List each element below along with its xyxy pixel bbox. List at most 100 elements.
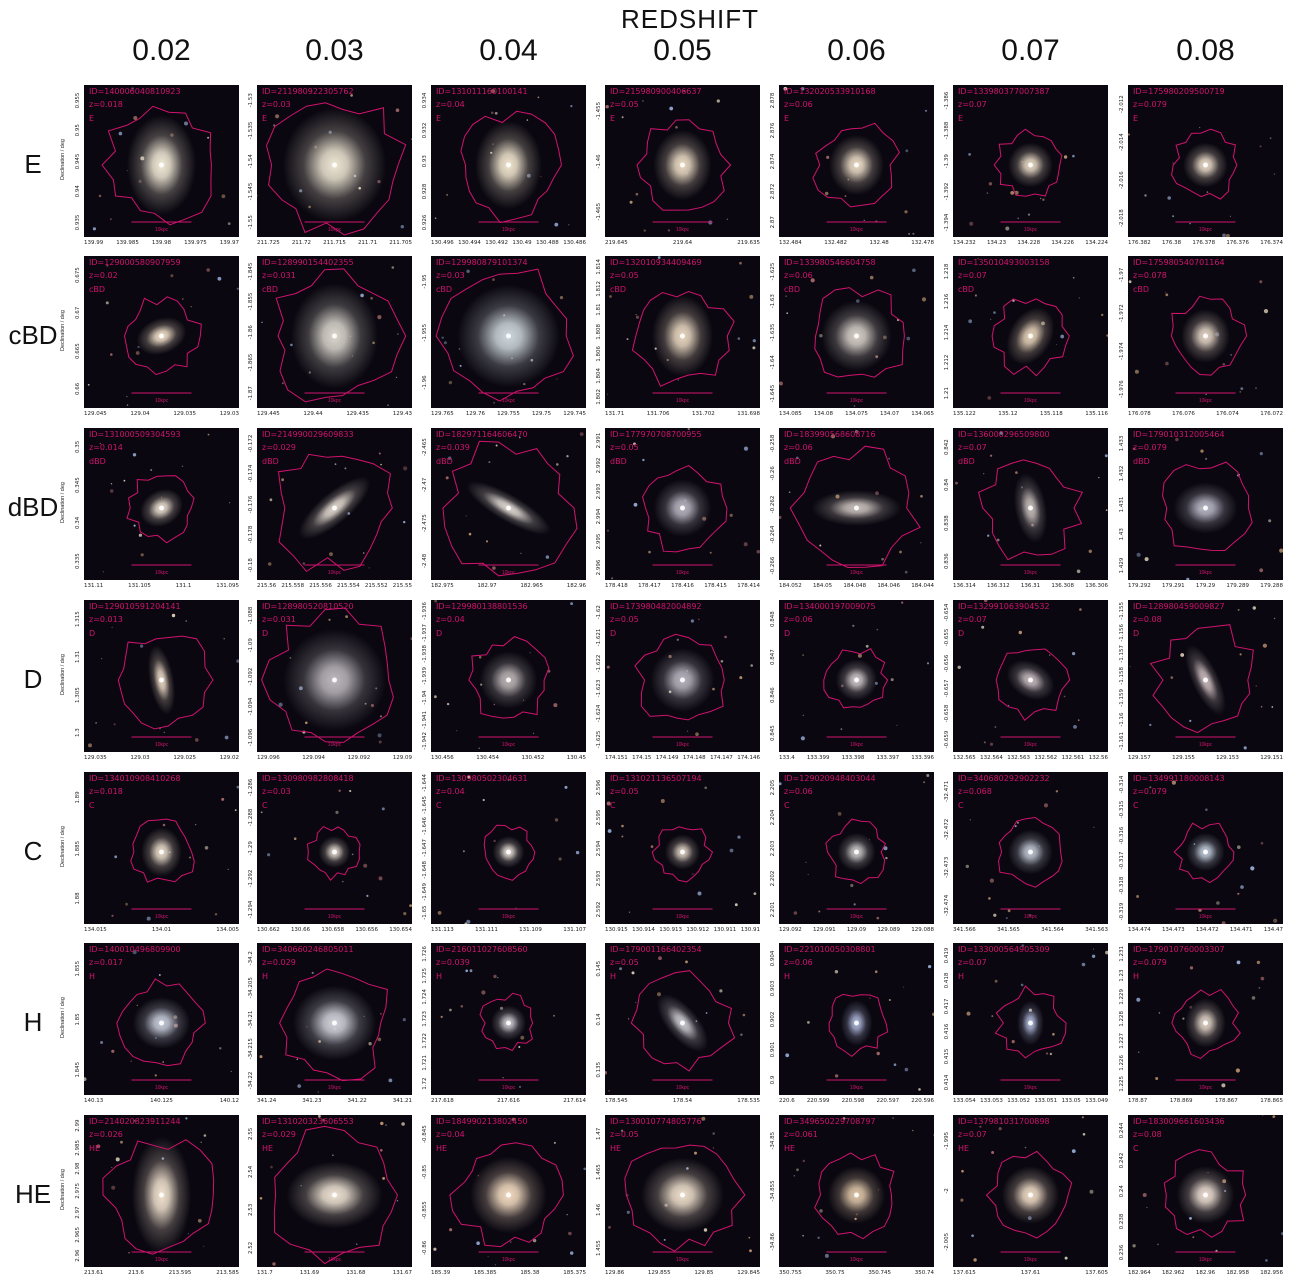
star (481, 990, 486, 995)
x-tick-label: 136.312 (986, 583, 1010, 589)
star (221, 194, 226, 199)
y-tick-label: -0.85 (422, 1164, 428, 1180)
star (1082, 1133, 1086, 1136)
y-tick-label: -2.005 (944, 1232, 950, 1251)
class-label: C (784, 801, 790, 810)
star (181, 465, 184, 467)
x-tick-label: 133.051 (1034, 1098, 1058, 1104)
y-axis-ticks: -1.286 -1.288 -1.29 -1.292 -1.294 (248, 772, 256, 924)
star (1017, 217, 1019, 220)
star (633, 502, 638, 507)
galaxy-image-svg (84, 85, 239, 237)
segmentation-contour (630, 970, 736, 1072)
star (611, 577, 614, 580)
x-tick-label: 140.12 (219, 1098, 239, 1104)
redshift-label: z=0.08 (1133, 615, 1162, 624)
star (657, 256, 661, 259)
star (648, 550, 651, 554)
y-tick-label: 2.996 (596, 559, 602, 576)
star (554, 818, 559, 822)
redshift-column-label: 0.03 (305, 34, 364, 67)
star (575, 850, 580, 855)
star (1199, 126, 1201, 129)
y-tick-label: -1.623 (596, 679, 602, 698)
redshift-column-label: 0.06 (827, 34, 886, 67)
star (296, 1058, 299, 1061)
scale-bar-label: 10kpc (1023, 227, 1038, 233)
star (110, 483, 113, 485)
segmentation-contour (631, 290, 735, 387)
declination-axis-title: Declination / deg (60, 826, 66, 868)
star (1010, 191, 1015, 195)
redshift-label: z=0.029 (262, 1130, 296, 1139)
star (317, 1091, 320, 1093)
x-tick-label: 182.96 (1195, 1270, 1216, 1276)
star (1024, 1146, 1027, 1149)
redshift-label: z=0.018 (89, 100, 123, 109)
star (905, 149, 909, 153)
y-tick-label: -2.018 (1119, 209, 1125, 227)
galaxy-core (680, 505, 685, 511)
x-tick-label: 129.092 (347, 755, 371, 761)
star (349, 789, 352, 793)
segmentation-contour (1149, 624, 1254, 734)
x-tick-label: 131.1 (175, 583, 192, 589)
scale-bar-label: 10kpc (1023, 570, 1038, 576)
galaxy-image-svg (605, 600, 760, 752)
x-axis-ticks: 213.61 213.6 213.595 213.585 (84, 1270, 239, 1280)
x-tick-label: 185.38 (520, 1270, 540, 1276)
star (971, 1234, 974, 1237)
redshift-label: z=0.029 (262, 958, 296, 967)
y-tick-label: -0.262 (770, 495, 776, 513)
y-tick-label: 0.902 (770, 1011, 776, 1027)
star (1149, 786, 1152, 789)
galaxy-image-svg (84, 1115, 239, 1267)
y-tick-label: 1.726 (422, 945, 428, 962)
x-tick-label: 130.913 (659, 927, 683, 933)
y-tick-label: -0.855 (422, 1201, 428, 1219)
star (876, 916, 880, 920)
star (1237, 892, 1240, 895)
galaxy-image (257, 256, 412, 408)
y-tick-label: 1.225 (1119, 1076, 1125, 1093)
y-tick-label: -1.625 (770, 262, 776, 281)
star (322, 1118, 325, 1122)
star (926, 662, 930, 665)
class-label: E (1133, 114, 1139, 123)
galaxy-id-label: ID=340660246805011 (262, 945, 354, 954)
class-label: H (436, 972, 443, 981)
y-tick-label: 0.67 (75, 306, 81, 320)
star (687, 428, 690, 431)
class-label: C (1133, 1144, 1139, 1153)
x-tick-label: 135.12 (998, 411, 1018, 417)
star (1106, 334, 1108, 337)
star (960, 1198, 964, 1202)
y-tick-label: 0.934 (422, 92, 428, 109)
star (1039, 197, 1042, 200)
x-tick-label: 134.015 (84, 927, 107, 933)
star (1263, 309, 1269, 314)
y-axis-ticks: -34.85 -34.855 -34.86 (770, 1115, 778, 1267)
galaxy-core (854, 505, 859, 511)
galaxy-core (159, 162, 164, 168)
x-tick-label: 129.025 (173, 755, 197, 761)
galaxy-image-svg (431, 772, 586, 924)
star (518, 1046, 521, 1048)
star (621, 824, 624, 828)
star (1272, 1115, 1276, 1118)
x-tick-label: 129.151 (1260, 755, 1283, 761)
redshift-label: z=0.031 (262, 271, 296, 280)
star (345, 615, 348, 618)
star (96, 1144, 101, 1149)
y-tick-label: -34.215 (248, 1038, 254, 1060)
redshift-label: z=0.014 (89, 443, 123, 452)
galaxy-id-label: ID=129010591204141 (89, 602, 181, 611)
star (752, 339, 756, 343)
x-tick-label: 178.414 (737, 583, 760, 589)
y-axis-ticks: -1.845 -1.855 -1.86 -1.865 -1.87 (248, 256, 256, 408)
y-tick-label: -0.264 (770, 525, 776, 544)
star (837, 812, 842, 816)
star (1078, 297, 1081, 299)
star (1171, 780, 1176, 785)
x-tick-label: 131.107 (563, 927, 586, 933)
